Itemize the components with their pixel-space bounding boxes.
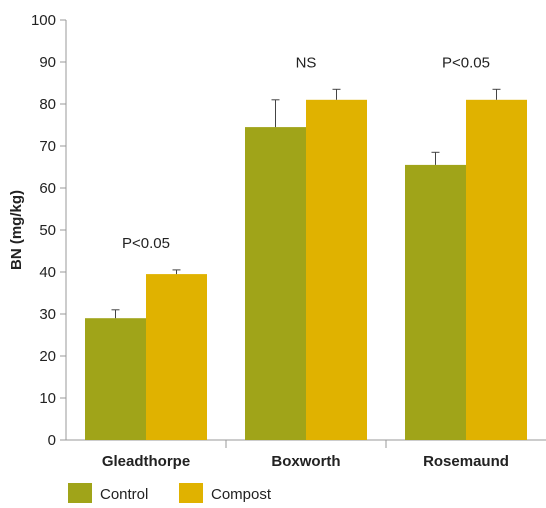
legend-swatch-control	[68, 483, 92, 503]
x-category-label: Gleadthorpe	[102, 453, 190, 470]
y-tick-label: 100	[31, 12, 56, 29]
bar-compost	[466, 99, 527, 441]
legend-label: Compost	[211, 486, 272, 503]
legend-label: Control	[100, 486, 148, 503]
legend-swatch-compost	[179, 483, 203, 503]
bar-control	[85, 318, 146, 440]
x-category-label: Rosemaund	[423, 453, 509, 470]
y-tick-label: 0	[48, 432, 56, 449]
annotations-group: P<0.05 NS P<0.05	[122, 54, 490, 252]
y-tick-label: 60	[39, 180, 56, 197]
y-tick-label: 80	[39, 96, 56, 113]
y-tick-label: 50	[39, 222, 56, 239]
y-tick-label: 10	[39, 390, 56, 407]
x-axis: Gleadthorpe Boxworth Rosemaund	[66, 439, 546, 470]
significance-label: P<0.05	[122, 235, 170, 252]
y-tick-label: 90	[39, 54, 56, 71]
bar-compost	[306, 99, 367, 441]
y-axis: 0 10 20 30 40 50 60 70 80 90 100	[31, 12, 67, 449]
bar-control	[405, 164, 466, 440]
bars-group	[85, 88, 527, 441]
y-tick-label: 20	[39, 348, 56, 365]
y-tick-label: 40	[39, 264, 56, 281]
significance-label: NS	[296, 54, 317, 71]
y-tick-label: 70	[39, 138, 56, 155]
significance-label: P<0.05	[442, 54, 490, 71]
y-tick-label: 30	[39, 306, 56, 323]
x-category-label: Boxworth	[271, 453, 340, 470]
y-axis-title: BN (mg/kg)	[8, 190, 25, 270]
bar-control	[245, 127, 306, 440]
legend: Control Compost	[68, 483, 272, 503]
bar-compost	[146, 274, 207, 440]
